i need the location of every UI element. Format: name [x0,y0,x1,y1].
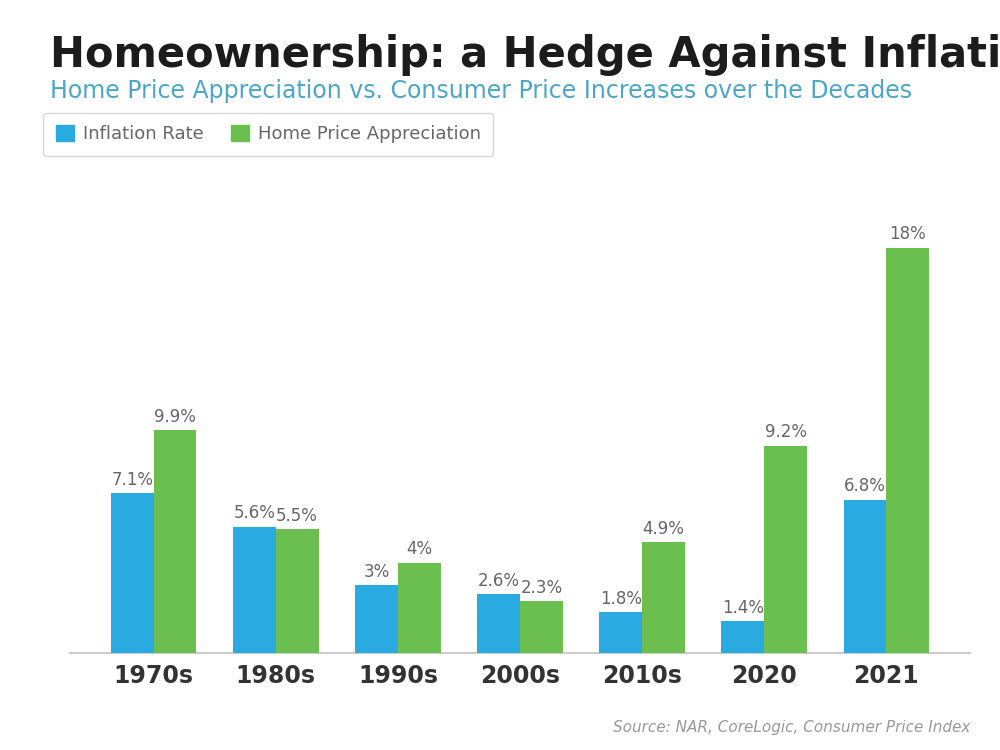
Bar [721,621,764,652]
Text: 7.1%: 7.1% [111,471,153,489]
Bar [642,542,685,652]
Bar [398,562,441,652]
Bar [844,500,886,652]
Text: 9.2%: 9.2% [765,424,807,442]
Text: Home Price Appreciation vs. Consumer Price Increases over the Decades: Home Price Appreciation vs. Consumer Pri… [50,79,912,103]
Text: 2.6%: 2.6% [478,572,520,590]
Bar [276,529,319,652]
Text: Source: NAR, CoreLogic, Consumer Price Index: Source: NAR, CoreLogic, Consumer Price I… [613,720,970,735]
Text: 6.8%: 6.8% [844,478,886,496]
Bar [355,585,398,652]
Text: 2.3%: 2.3% [520,579,562,597]
Text: 3%: 3% [363,563,390,581]
Text: 4.9%: 4.9% [643,520,684,538]
Text: 18%: 18% [889,226,926,244]
Text: Homeownership: a Hedge Against Inflation: Homeownership: a Hedge Against Inflation [50,34,1000,76]
Bar [111,493,154,652]
Text: 1.8%: 1.8% [600,590,642,608]
Legend: Inflation Rate, Home Price Appreciation: Inflation Rate, Home Price Appreciation [43,112,493,156]
Bar [599,612,642,652]
Text: 4%: 4% [406,541,432,559]
Bar [764,446,807,652]
Bar [886,248,929,652]
Text: 1.4%: 1.4% [722,599,764,617]
Text: 5.6%: 5.6% [233,505,275,523]
Bar [154,430,196,652]
Bar [520,601,563,652]
Text: 5.5%: 5.5% [276,507,318,525]
Text: 9.9%: 9.9% [154,408,196,426]
Bar [477,594,520,652]
Bar [233,526,276,652]
